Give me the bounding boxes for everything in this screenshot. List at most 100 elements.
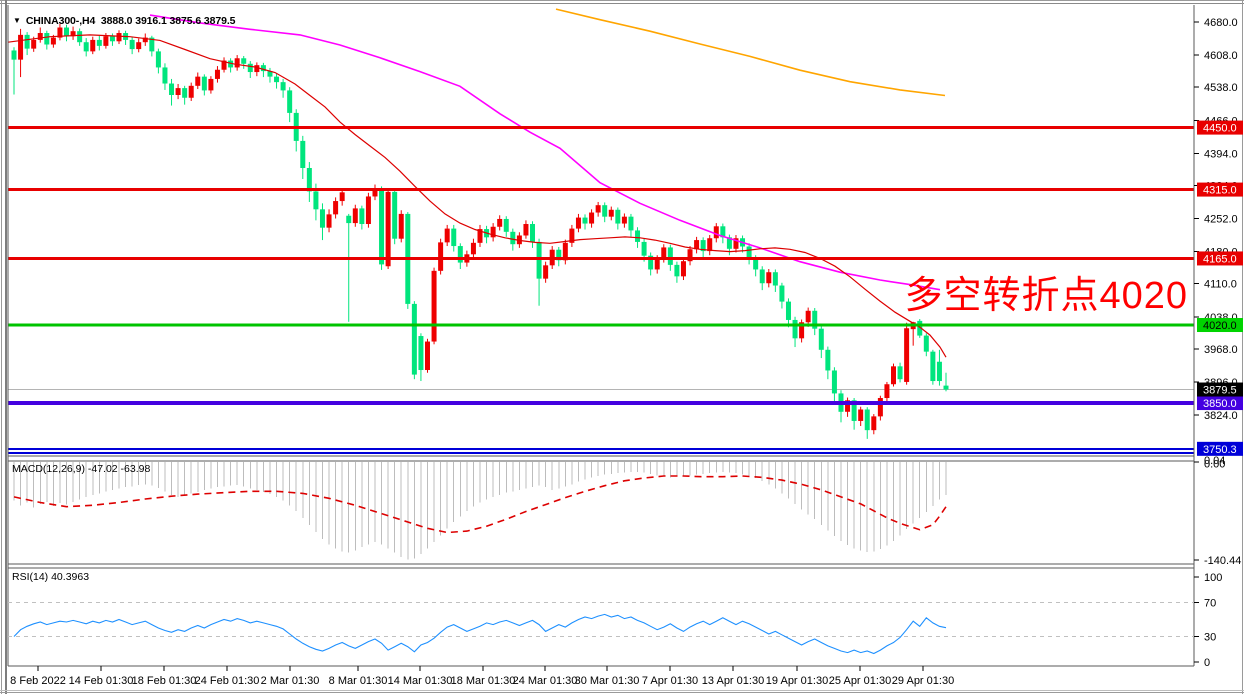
candle-down bbox=[457, 246, 463, 263]
panel-divider-main-macd[interactable] bbox=[8, 457, 1194, 461]
svg-text:0: 0 bbox=[1204, 657, 1210, 669]
candle-down bbox=[831, 370, 837, 394]
candle-down bbox=[274, 76, 280, 83]
svg-text:24 Mar 01:30: 24 Mar 01:30 bbox=[513, 675, 578, 687]
candle-up bbox=[195, 76, 201, 86]
chart-title: ▼ CHINA300-,H4 3888.0 3916.1 3875.6 3879.… bbox=[13, 15, 235, 27]
candle-down bbox=[24, 34, 30, 49]
panel-borders bbox=[7, 5, 1195, 667]
candle-up bbox=[326, 214, 332, 228]
candle-down bbox=[306, 167, 312, 192]
window-frame-bottom-inner bbox=[0, 690, 1244, 691]
axis-price-label bbox=[1197, 120, 1243, 135]
horizontal-level-lines-layer[interactable] bbox=[8, 126, 1194, 454]
candle-up bbox=[70, 31, 76, 37]
candle-down bbox=[96, 39, 102, 46]
chart-dropdown-icon[interactable]: ▼ bbox=[13, 16, 21, 25]
svg-text:13 Apr 01:30: 13 Apr 01:30 bbox=[702, 675, 764, 687]
window-frame-top bbox=[0, 0, 1244, 1]
svg-text:-140.44: -140.44 bbox=[1204, 555, 1241, 567]
candle-up bbox=[214, 69, 220, 79]
ma-long-line bbox=[555, 8, 946, 97]
candle-up bbox=[103, 36, 109, 46]
candle-up bbox=[444, 228, 450, 243]
svg-text:19 Apr 01:30: 19 Apr 01:30 bbox=[766, 675, 828, 687]
candle-up bbox=[365, 196, 371, 225]
window-frame-bottom bbox=[0, 692, 1244, 693]
candle-up bbox=[438, 242, 444, 271]
window-frame-right bbox=[1242, 0, 1243, 694]
candle-up bbox=[352, 208, 358, 224]
candle-up bbox=[490, 226, 496, 238]
svg-text:3879.5: 3879.5 bbox=[1203, 385, 1237, 397]
svg-text:70: 70 bbox=[1204, 598, 1216, 610]
candle-down bbox=[11, 50, 17, 60]
candle-up bbox=[608, 209, 614, 217]
svg-text:4252.0: 4252.0 bbox=[1204, 214, 1238, 226]
candle-down bbox=[129, 39, 135, 50]
candle-down bbox=[64, 27, 70, 37]
candle-down bbox=[930, 351, 936, 382]
candle-down bbox=[917, 320, 923, 336]
candle-up bbox=[208, 78, 214, 91]
svg-text:2 Mar 01:30: 2 Mar 01:30 bbox=[261, 675, 320, 687]
candle-up bbox=[221, 60, 227, 70]
chart-symbol-period: CHINA300-,H4 bbox=[25, 15, 96, 27]
axis-price-label bbox=[1197, 441, 1243, 456]
candle-up bbox=[687, 249, 693, 262]
axis-price-label bbox=[1197, 382, 1243, 397]
axis-price-label bbox=[1197, 396, 1243, 411]
candle-down bbox=[897, 366, 903, 380]
svg-text:7 Apr 01:30: 7 Apr 01:30 bbox=[642, 675, 698, 687]
svg-text:4165.0: 4165.0 bbox=[1203, 253, 1237, 265]
candle-down bbox=[923, 335, 929, 352]
svg-text:4020.0: 4020.0 bbox=[1203, 320, 1237, 332]
ma-slow-line bbox=[149, 14, 941, 291]
candle-down bbox=[556, 249, 562, 261]
candle-up bbox=[575, 217, 581, 229]
candle-down bbox=[503, 218, 509, 232]
candle-down bbox=[247, 63, 253, 73]
candle-down bbox=[641, 241, 647, 256]
candle-down bbox=[109, 36, 115, 42]
candle-up bbox=[799, 322, 805, 339]
candle-up bbox=[424, 341, 430, 371]
candle-up bbox=[707, 238, 713, 252]
svg-text:30: 30 bbox=[1204, 632, 1216, 644]
candle-up bbox=[858, 409, 864, 421]
candle-down bbox=[582, 217, 588, 224]
macd-signal-line bbox=[13, 475, 947, 534]
panel-divider-macd-rsi[interactable] bbox=[8, 564, 1194, 568]
candle-up bbox=[175, 88, 181, 95]
candle-down bbox=[241, 58, 247, 64]
macd-indicator-label: MACD(12,26,9) -47.02 -63.98 bbox=[12, 463, 151, 475]
svg-text:0.04: 0.04 bbox=[1204, 455, 1225, 467]
moving-averages-layer bbox=[7, 8, 947, 358]
candle-up bbox=[523, 224, 529, 236]
candle-down bbox=[267, 71, 273, 77]
candle-down bbox=[319, 209, 325, 228]
svg-text:25 Apr 01:30: 25 Apr 01:30 bbox=[829, 675, 891, 687]
candle-down bbox=[818, 328, 824, 350]
candle-down bbox=[864, 409, 870, 431]
candle-down bbox=[418, 336, 424, 371]
candle-up bbox=[142, 37, 148, 43]
axis-price-label bbox=[1197, 182, 1243, 197]
candle-down bbox=[313, 191, 319, 210]
candle-up bbox=[234, 58, 240, 68]
candle-down bbox=[753, 257, 759, 270]
candle-down bbox=[943, 385, 949, 390]
chart-ohlc-values: 3888.0 3916.1 3875.6 3879.5 bbox=[100, 15, 236, 27]
svg-text:4680.0: 4680.0 bbox=[1204, 17, 1238, 29]
candle-down bbox=[162, 67, 168, 84]
candle-up bbox=[50, 37, 56, 45]
candle-down bbox=[280, 82, 286, 91]
candle-up bbox=[562, 242, 568, 261]
candle-down bbox=[772, 272, 778, 286]
svg-text:8 Feb 2022: 8 Feb 2022 bbox=[10, 675, 66, 687]
window-frame-top-inner bbox=[0, 3, 1244, 4]
price-axis[interactable]: 4680.04608.04538.04466.04394.04324.04252… bbox=[1194, 17, 1243, 669]
